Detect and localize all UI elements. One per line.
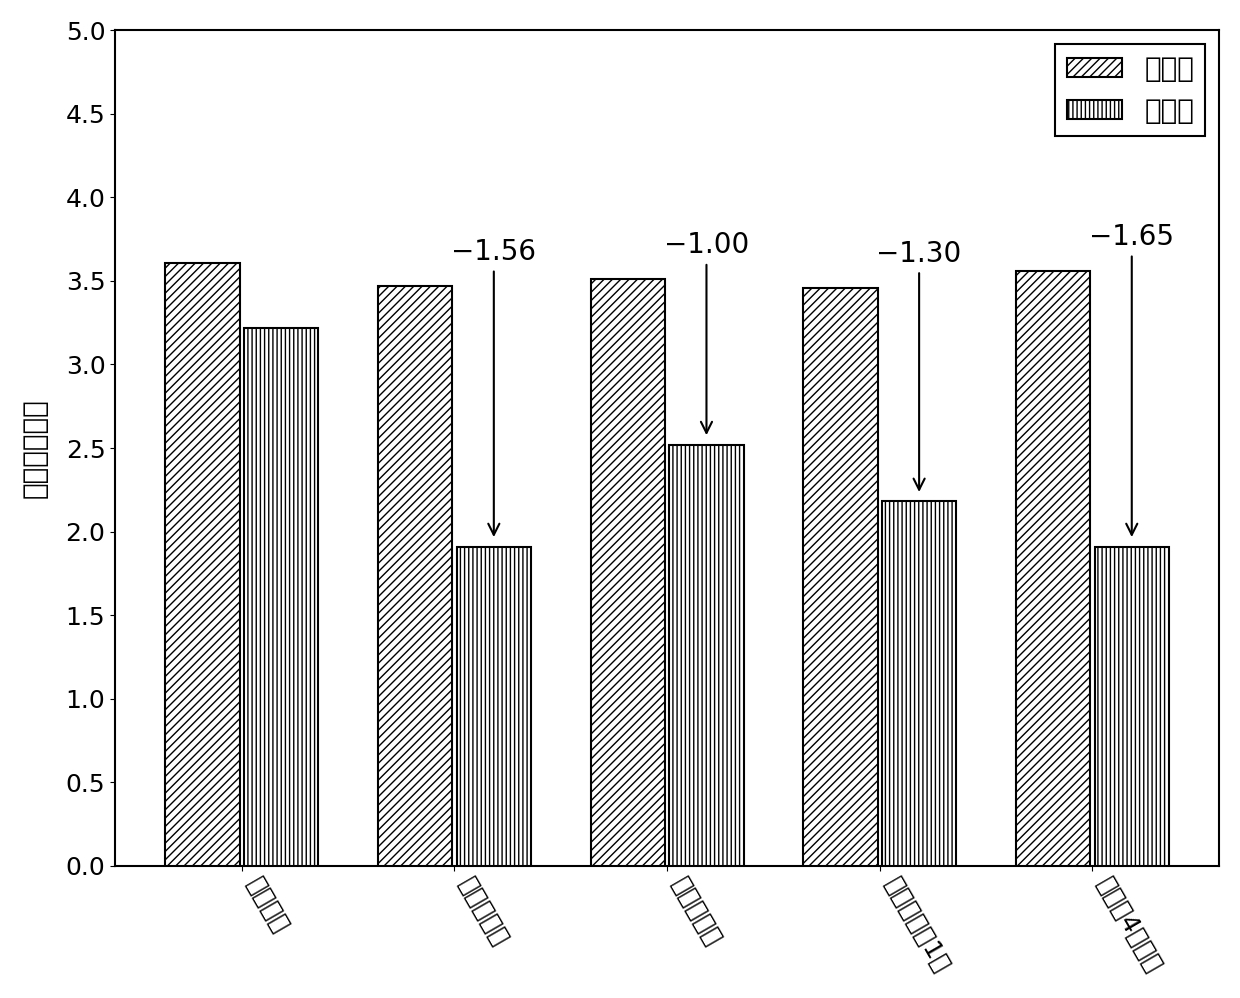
Bar	[456, 547, 531, 865]
Legend: 治疗前, 治疗后: 治疗前, 治疗后	[1055, 44, 1205, 137]
Bar	[1095, 547, 1169, 865]
Bar	[244, 327, 319, 865]
Bar	[882, 502, 956, 865]
Bar	[1016, 270, 1090, 865]
Text: −1.00: −1.00	[663, 232, 749, 433]
Bar	[670, 445, 744, 865]
Text: −1.56: −1.56	[451, 238, 537, 535]
Bar	[590, 279, 665, 865]
Bar	[804, 287, 878, 865]
Bar	[165, 262, 239, 865]
Text: −1.65: −1.65	[1089, 223, 1174, 535]
Text: −1.30: −1.30	[877, 240, 962, 490]
Bar	[378, 286, 453, 865]
Y-axis label: 客观评价分値: 客观评价分値	[21, 398, 48, 498]
